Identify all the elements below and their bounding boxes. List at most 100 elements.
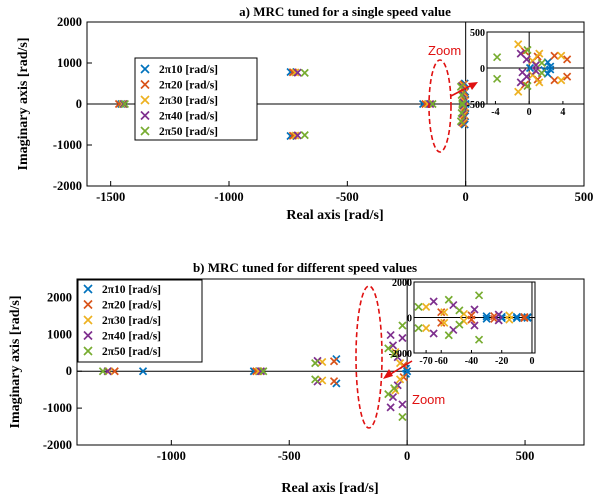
panel-a-title: a) MRC tuned for a single speed value — [239, 4, 451, 19]
panel-a-inset-point-series-3 — [514, 40, 523, 49]
panel-a-legend: 2π10 [rad/s] 2π20 [rad/s] 2π30 [rad/s] 2π40… — [134, 57, 258, 141]
panel-b-inset-point-series-5 — [455, 320, 464, 329]
panel-a-point-series-5 — [300, 131, 309, 140]
panel-b-inset-point-series-1 — [482, 314, 491, 323]
panel-b-inset-point-series-1 — [482, 312, 491, 321]
panel-b-legend-label-5: 2π50 [rad/s] — [102, 346, 161, 358]
panel-b-legend-marker-5 — [83, 346, 93, 356]
panel-b-inset-y-tick-label: -2000 — [389, 349, 412, 360]
panel-a-inset-point-series-3 — [557, 76, 566, 85]
panel-b-y-tick-label: 0 — [66, 364, 72, 378]
panel-a-inset-y-tick-label: -500 — [467, 100, 485, 111]
panel-b-inset-x-tick-label: -40 — [465, 356, 478, 367]
panel-a-x-label: Real axis [rad/s] — [286, 208, 383, 223]
panel-b-inset: -70 -60 -40 -20 0 -2000 0 2000 — [389, 278, 536, 367]
panel-b-point-series-4 — [398, 400, 407, 409]
panel-b-point-series-4 — [398, 333, 407, 343]
panel-a-inset-point-series-5 — [493, 74, 502, 83]
panel-b-inset-point-series-2 — [520, 313, 529, 323]
panel-a-legend-label-4: 2π40 [rad/s] — [159, 111, 218, 123]
panel-a-y-tick-label: -1000 — [53, 138, 82, 152]
panel-a-legend-marker-3 — [140, 95, 150, 105]
panel-b-point-series-5 — [390, 384, 399, 393]
panel-b-inset-point-series-5 — [444, 331, 453, 340]
panel-a-inset-point-series-5 — [523, 81, 532, 91]
panel-b-inset-point-series-4 — [470, 305, 479, 314]
panel-a-point-series-5 — [457, 108, 466, 118]
panel-b-point-series-4 — [256, 367, 266, 376]
panel-a-inset-x-tick-label: -4 — [491, 107, 499, 118]
panel-a-inset-point-series-3 — [535, 49, 544, 58]
panel-b-inset-point-series-5 — [474, 291, 484, 300]
panel-b-x-tick-label: 500 — [516, 449, 535, 463]
panel-a-point-series-5 — [456, 117, 466, 126]
panel-a-y-tick-label: -2000 — [53, 179, 82, 193]
panel-a-inset-y-tick-label: 0 — [480, 64, 485, 75]
panel-a-legend-label-2: 2π20 [rad/s] — [159, 80, 218, 92]
panel-a-inset-point-series-4 — [531, 66, 541, 75]
panel-a-legend-marker-1 — [140, 64, 150, 74]
panel-b-y-tick-label: -2000 — [43, 438, 72, 452]
panel-a-zoom-ellipse — [428, 59, 452, 153]
panel-b-x-label: Real axis [rad/s] — [281, 481, 378, 496]
panel-b-inset-y-ticks: -2000 0 2000 — [389, 278, 417, 360]
panel-a-inset-point-series-2 — [550, 51, 559, 60]
panel-a-inset-x-ticks: -4 0 4 — [491, 101, 565, 118]
panel-a-x-ticks: -1500 -1000 -500 0 500 — [96, 181, 593, 204]
panel-a-inset-x-tick-label: 0 — [527, 107, 532, 118]
panel-a-point-series-3 — [291, 68, 300, 77]
panel-b-point-series-5 — [398, 412, 407, 422]
panel-a-x-tick-label: -1000 — [214, 190, 243, 204]
panel-b-title: b) MRC tuned for different speed values — [193, 260, 417, 275]
panel-a-inset-point-series-2 — [550, 76, 559, 85]
panel-a-point-series-5 — [120, 99, 129, 109]
panel-a-x-tick-label: -1500 — [96, 190, 125, 204]
panel-a-y-tick-label: 2000 — [57, 15, 82, 29]
panel-a-point-series-4 — [426, 99, 435, 109]
panel-a-inset-y-tick-label: 500 — [470, 28, 485, 39]
panel-b-inset-x-tick-label: -70 — [419, 356, 432, 367]
panel-a: a) MRC tuned for a single speed value -1… — [16, 4, 593, 223]
panel-b-legend: 2π10 [rad/s] 2π20 [rad/s] 2π30 [rad/s] 2π40… — [77, 279, 203, 363]
panel-b-inset-y-tick-label: 0 — [407, 314, 412, 325]
panel-a-legend-marker-4 — [140, 110, 150, 121]
panel-b-inset-point-series-2 — [437, 318, 446, 327]
panel-b-point-series-4 — [388, 341, 398, 350]
panel-a-inset-point-series-5 — [537, 58, 546, 68]
panel-b-point-series-3 — [395, 375, 405, 384]
panel-a-y-label: Imaginary axis [rad/s] — [16, 38, 31, 171]
panel-b-legend-label-2: 2π20 [rad/s] — [102, 300, 161, 312]
panel-b-point-series-5 — [259, 367, 268, 376]
panel-b-inset-point-series-3 — [440, 318, 449, 327]
panel-b-zoom-label: Zoom — [412, 392, 445, 407]
panel-b-point-series-2 — [329, 357, 339, 366]
panel-b-point-series-5 — [384, 389, 393, 399]
panel-b-legend-marker-2 — [83, 299, 93, 310]
panel-a-legend-label-3: 2π30 [rad/s] — [159, 95, 218, 107]
panel-a-y-ticks: -2000 -1000 0 1000 2000 — [53, 15, 92, 193]
panel-b-inset-point-series-2 — [467, 315, 476, 324]
panel-a-markers — [114, 67, 470, 141]
panel-b-point-series-5 — [311, 359, 320, 368]
panel-b-inset-x-tick-label: -20 — [495, 356, 508, 367]
panel-a-zoom-label: Zoom — [428, 43, 461, 58]
panel-b-legend-label-1: 2π10 [rad/s] — [102, 284, 161, 296]
panel-b-point-series-5 — [398, 321, 407, 330]
panel-a-point-series-5 — [458, 99, 467, 108]
panel-a-x-tick-label: 0 — [463, 190, 469, 204]
panel-b-inset-point-series-5 — [414, 324, 423, 333]
panel-a-legend-marker-5 — [140, 126, 150, 136]
panel-b-x-tick-label: 0 — [404, 449, 410, 463]
panel-a-inset-point-series-4 — [522, 55, 531, 64]
panel-b-inset-point-series-3 — [421, 324, 431, 333]
panel-b: b) MRC tuned for different speed values … — [8, 260, 585, 496]
panel-a-point-series-4 — [293, 131, 302, 140]
panel-b-legend-box — [77, 279, 203, 363]
panel-a-inset-point-series-2 — [563, 72, 572, 81]
panel-b-inset-point-series-4 — [494, 316, 503, 325]
panel-b-legend-marker-4 — [83, 330, 93, 341]
panel-b-point-series-5 — [390, 350, 399, 359]
panel-b-inset-point-series-3 — [421, 302, 431, 311]
panel-b-point-series-1 — [138, 367, 148, 376]
